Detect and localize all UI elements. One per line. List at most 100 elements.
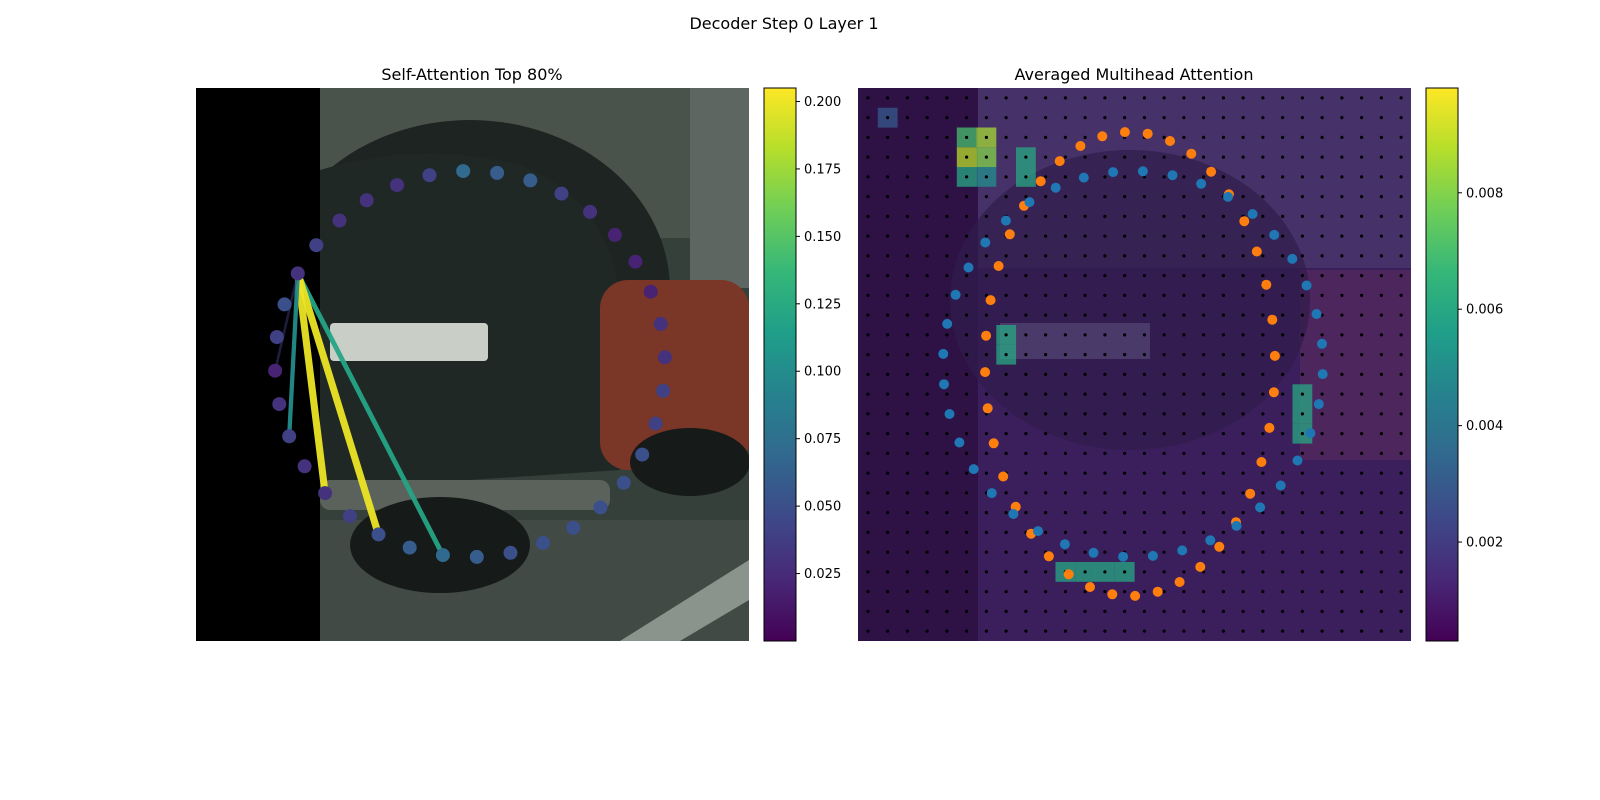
grid-dot (886, 234, 890, 238)
grid-dot (1241, 372, 1245, 376)
grid-dot (886, 274, 890, 278)
reference-point (1261, 279, 1272, 290)
grid-dot (1241, 155, 1245, 159)
reference-point (1035, 176, 1046, 187)
grid-dot (1399, 135, 1403, 139)
query-point (963, 262, 974, 273)
grid-dot (984, 96, 989, 100)
grid-dot (1024, 234, 1028, 238)
grid-dot (1241, 550, 1245, 554)
grid-dot (1281, 372, 1285, 376)
grid-dot (945, 234, 949, 238)
grid-dot (1103, 234, 1107, 238)
grid-dot (1241, 609, 1245, 614)
grid-dot (1103, 590, 1107, 594)
grid-dot (886, 451, 890, 455)
grid-dot (1202, 135, 1206, 139)
grid-dot (1083, 293, 1087, 297)
grid-dot (1063, 629, 1067, 633)
grid-dot (1063, 135, 1067, 139)
grid-dot (945, 333, 949, 337)
grid-dot (1123, 491, 1127, 495)
grid-dot (1261, 491, 1265, 495)
grid-dot (1202, 471, 1206, 475)
grid-dot (1004, 550, 1008, 554)
grid-dot (1083, 195, 1087, 199)
grid-dot (1261, 432, 1265, 436)
grid-dot (1300, 116, 1304, 120)
grid-dot (925, 530, 929, 535)
grid-dot (1142, 432, 1146, 436)
grid-dot (1379, 510, 1383, 515)
attention-point (290, 266, 305, 281)
grid-dot (1281, 155, 1285, 159)
grid-dot (965, 96, 969, 100)
grid-dot (905, 550, 910, 554)
attention-point (332, 213, 347, 228)
grid-dot (1241, 195, 1245, 199)
grid-dot (1281, 214, 1285, 218)
grid-dot (1103, 432, 1107, 436)
grid-dot (965, 471, 969, 475)
grid-dot (1241, 313, 1245, 317)
grid-dot (1024, 491, 1028, 495)
grid-dot (1103, 274, 1107, 278)
grid-dot (866, 590, 870, 594)
grid-dot (1241, 491, 1245, 495)
attention-point (282, 429, 297, 444)
grid-dot (1123, 392, 1127, 396)
grid-dot (1182, 353, 1186, 357)
grid-dot (965, 214, 969, 218)
grid-dot (1221, 353, 1225, 357)
grid-dot (1399, 392, 1403, 396)
grid-dot (1123, 234, 1127, 238)
grid-dot (1103, 550, 1107, 554)
grid-dot (1142, 254, 1146, 258)
grid-dot (1063, 372, 1067, 376)
grid-dot (965, 530, 969, 535)
grid-dot (1300, 175, 1304, 179)
grid-dot (1024, 254, 1028, 258)
grid-dot (1083, 432, 1087, 436)
reference-point (1195, 561, 1206, 572)
grid-dot (1399, 590, 1403, 594)
grid-dot (1142, 550, 1146, 554)
grid-dot (1281, 570, 1285, 574)
grid-dot (1123, 609, 1127, 614)
grid-dot (1004, 491, 1008, 495)
reference-point (1267, 314, 1278, 325)
grid-dot (1142, 590, 1146, 594)
grid-dot (1300, 550, 1304, 554)
grid-dot (905, 254, 910, 258)
grid-dot (1182, 570, 1186, 574)
grid-dot (1281, 116, 1285, 120)
grid-dot (1241, 629, 1245, 633)
grid-dot (1281, 175, 1285, 179)
grid-dot (1261, 195, 1265, 199)
grid-dot (1162, 432, 1166, 436)
grid-dot (984, 530, 989, 535)
grid-dot (1202, 195, 1206, 199)
grid-dot (1182, 254, 1186, 258)
grid-dot (1261, 412, 1265, 416)
grid-dot (1103, 155, 1107, 159)
grid-dot (984, 116, 989, 120)
grid-dot (1162, 629, 1166, 633)
grid-dot (1063, 155, 1067, 159)
query-point (1317, 338, 1327, 349)
grid-dot (1379, 353, 1383, 357)
colorbar-tick-label: 0.050 (804, 500, 841, 515)
grid-dot (1241, 392, 1245, 396)
grid-dot (965, 116, 969, 120)
grid-dot (905, 313, 910, 317)
grid-dot (1221, 570, 1225, 574)
grid-dot (905, 274, 910, 278)
grid-dot (1281, 195, 1285, 199)
attention-point (523, 173, 538, 188)
grid-dot (1281, 471, 1285, 475)
colorbar-tick-label: 0.004 (1466, 419, 1503, 434)
grid-dot (1142, 491, 1146, 495)
grid-dot (1083, 313, 1087, 317)
reference-point (1165, 136, 1175, 146)
grid-dot (1300, 333, 1304, 337)
